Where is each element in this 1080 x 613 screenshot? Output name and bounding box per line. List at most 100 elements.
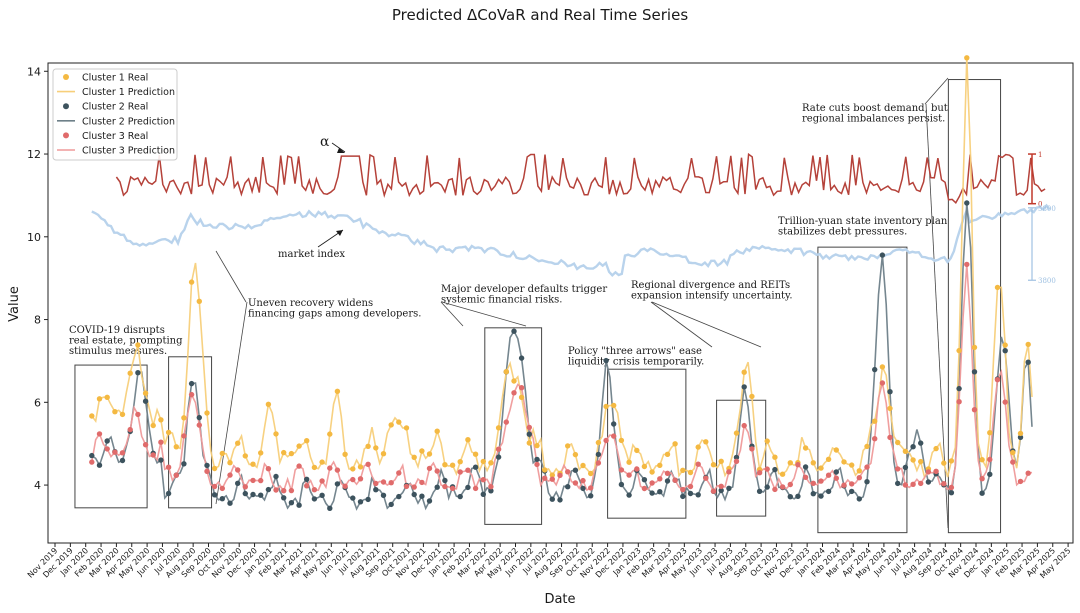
annotation-box-developer — [484, 327, 543, 525]
real-point-cluster-1 — [258, 450, 264, 456]
real-point-cluster-3 — [695, 461, 701, 467]
real-point-cluster-3 — [795, 462, 801, 468]
real-point-cluster-1 — [357, 464, 364, 470]
real-point-cluster-3 — [987, 456, 993, 463]
real-point-cluster-2 — [611, 421, 617, 427]
real-point-cluster-2 — [864, 479, 870, 485]
real-point-cluster-1 — [772, 454, 778, 460]
real-point-cluster-3 — [281, 488, 287, 494]
real-point-cluster-1 — [672, 441, 678, 447]
real-point-cluster-2 — [680, 493, 686, 500]
real-point-cluster-1 — [703, 439, 709, 445]
real-point-cluster-1 — [89, 413, 95, 419]
market-index-line — [91, 203, 1051, 277]
real-point-cluster-2 — [526, 431, 532, 437]
real-point-cluster-3 — [165, 464, 172, 470]
real-point-cluster-2 — [96, 462, 103, 468]
real-point-cluster-2 — [741, 384, 747, 390]
real-point-cluster-2 — [104, 438, 110, 444]
real-point-cluster-1 — [879, 364, 886, 370]
real-point-cluster-3 — [948, 484, 955, 491]
real-point-cluster-1 — [956, 347, 962, 354]
real-point-cluster-1 — [235, 440, 241, 446]
real-point-cluster-3 — [879, 380, 886, 386]
real-point-cluster-2 — [772, 466, 778, 473]
real-point-cluster-3 — [465, 467, 471, 473]
real-point-cluster-3 — [380, 479, 387, 485]
annotation-box-covid — [74, 364, 148, 509]
real-point-cluster-3 — [127, 426, 133, 433]
real-point-cluster-3 — [941, 481, 947, 487]
real-point-cluster-1 — [657, 462, 663, 468]
real-point-cluster-1 — [948, 458, 955, 464]
real-point-cluster-3 — [235, 467, 241, 473]
real-point-cluster-1 — [618, 437, 625, 444]
real-point-cluster-2 — [948, 490, 955, 496]
real-point-cluster-3 — [181, 433, 187, 439]
real-point-cluster-3 — [833, 475, 839, 481]
real-point-cluster-2 — [802, 464, 809, 470]
legend: Cluster 1 Real Cluster 1 Prediction Cluste… — [52, 68, 178, 161]
real-point-cluster-1 — [365, 443, 371, 449]
real-point-cluster-2 — [787, 494, 793, 500]
real-point-cluster-1 — [664, 451, 671, 457]
real-point-cluster-3 — [634, 466, 640, 472]
real-point-cluster-3 — [296, 463, 302, 469]
real-point-cluster-3 — [327, 465, 333, 471]
real-point-cluster-1 — [319, 459, 325, 465]
real-point-cluster-2 — [856, 496, 862, 502]
real-point-cluster-3 — [641, 485, 648, 492]
real-point-cluster-2 — [273, 473, 279, 480]
real-point-cluster-1 — [135, 342, 141, 348]
real-point-cluster-1 — [864, 443, 870, 450]
real-point-cluster-3 — [749, 446, 755, 452]
real-point-cluster-1 — [296, 443, 302, 449]
real-point-cluster-2 — [319, 492, 325, 498]
annotation-leader-rate-cuts — [924, 77, 949, 105]
real-point-cluster-3 — [772, 486, 778, 493]
annotation-text-trillion: Trillion-yuan state inventory plan — [778, 216, 948, 227]
real-point-cluster-1 — [211, 465, 218, 472]
real-point-cluster-2 — [764, 484, 770, 490]
real-point-cluster-2 — [227, 500, 233, 506]
real-point-cluster-2 — [480, 491, 486, 497]
annotation-text-developer: systemic financial risks. — [441, 295, 562, 306]
real-point-cluster-2 — [142, 398, 149, 404]
real-point-cluster-1 — [150, 422, 156, 429]
real-point-cluster-3 — [480, 477, 486, 483]
real-point-cluster-3 — [273, 487, 279, 493]
alpha-arrowhead — [337, 148, 345, 153]
real-point-cluster-3 — [204, 468, 210, 474]
real-point-cluster-2 — [918, 440, 924, 446]
real-point-cluster-3 — [434, 468, 440, 474]
real-point-cluster-1 — [1010, 449, 1016, 456]
real-point-cluster-2 — [457, 493, 463, 500]
real-point-cluster-1 — [227, 460, 233, 466]
market-index-label: market index — [278, 249, 345, 260]
annotation-text-three-arrows: liquidity crisis temporarily. — [568, 357, 704, 368]
real-point-cluster-3 — [542, 475, 548, 481]
real-point-cluster-3 — [119, 450, 126, 456]
real-point-cluster-3 — [849, 481, 855, 487]
real-point-cluster-3 — [779, 484, 786, 490]
legend-label: Cluster 2 Real — [82, 102, 148, 113]
real-point-cluster-1 — [710, 462, 717, 468]
prediction-line-cluster-3 — [91, 264, 1033, 493]
alpha-scale-bottom: 0 — [1038, 201, 1042, 209]
real-point-cluster-2 — [334, 481, 341, 487]
real-point-cluster-3 — [334, 467, 341, 473]
y-tick-label: 12 — [27, 148, 41, 161]
real-point-cluster-3 — [526, 424, 532, 431]
real-point-cluster-2 — [626, 492, 632, 498]
real-point-cluster-1 — [810, 460, 816, 466]
real-point-cluster-1 — [887, 405, 893, 412]
real-point-cluster-1 — [104, 394, 110, 400]
annotation-leader-reits — [651, 301, 762, 348]
real-point-cluster-2 — [235, 480, 241, 486]
real-point-cluster-3 — [135, 411, 141, 418]
annotation-text-developer: Major developer defaults trigger — [441, 284, 607, 295]
real-point-cluster-1 — [542, 467, 548, 473]
real-point-cluster-2 — [618, 481, 625, 488]
real-point-cluster-2 — [250, 491, 256, 498]
